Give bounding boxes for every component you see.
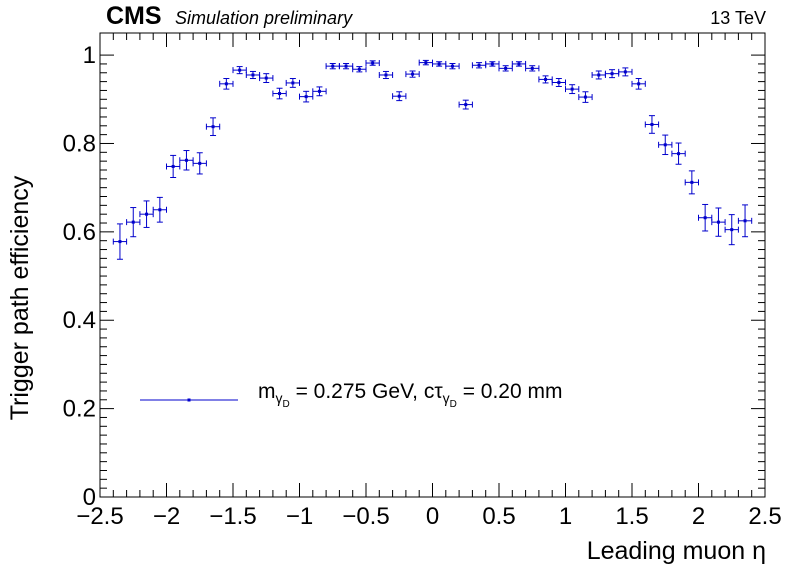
data-point (392, 91, 407, 102)
data-point (565, 84, 580, 95)
y-tick-label: 0.6 (63, 219, 96, 246)
legend-ctau-subsub: D (449, 398, 457, 410)
data-point (232, 66, 247, 75)
data-point (644, 115, 660, 134)
y-tick-label: 0.2 (63, 396, 96, 423)
data-point (711, 207, 726, 237)
x-tick-label: 1.5 (615, 503, 648, 530)
data-point (152, 196, 167, 223)
data-point (445, 62, 460, 70)
data-point (458, 99, 473, 110)
data-point (299, 90, 314, 103)
data-point (658, 134, 673, 156)
x-tick-label: 2.5 (748, 503, 781, 530)
data-point (418, 59, 433, 66)
y-tick-label: 0.4 (63, 307, 96, 334)
data-point (205, 117, 221, 137)
plot-frame (99, 32, 766, 498)
data-point (511, 60, 527, 67)
x-tick-label: −2 (153, 503, 180, 530)
legend-entry: mγD = 0.275 GeV, cτγD = 0.20 mm (258, 380, 563, 410)
legend-mass-sub: γ (275, 390, 283, 407)
data-point (604, 69, 620, 79)
data-point (285, 78, 300, 88)
data-point (737, 204, 753, 238)
legend-ctau-sub: γ (442, 390, 450, 407)
legend-mass-symbol: m (258, 380, 276, 403)
data-point (312, 86, 327, 97)
legend-mass-value: = 0.275 GeV, cτ (289, 380, 443, 403)
legend-dot (187, 398, 191, 402)
data-point (578, 91, 593, 103)
y-tick-label: 0.8 (63, 130, 96, 157)
x-tick-label: 1 (559, 503, 572, 530)
data-point (671, 142, 686, 165)
data-point (525, 65, 540, 72)
energy-label: 13 TeV (710, 8, 766, 28)
x-tick-label: 2 (692, 503, 705, 530)
data-point (724, 214, 739, 246)
x-axis-ticks: −2.5 −2 −1.5 −1 −0.5 0 0.5 1 1.5 2 2.5 (76, 33, 782, 530)
legend-ctau-value: = 0.20 mm (456, 380, 563, 403)
x-tick-label: 0.5 (482, 503, 515, 530)
data-series (112, 59, 753, 260)
data-point (219, 78, 234, 90)
data-point (365, 60, 380, 67)
data-point (338, 62, 354, 70)
experiment-label: CMS (106, 2, 162, 30)
data-point (698, 203, 713, 232)
data-point (591, 70, 606, 80)
data-point (378, 70, 394, 80)
y-axis-ticks: 0 0.2 0.4 0.6 0.8 1 (63, 42, 765, 511)
data-point (471, 62, 487, 69)
data-point (245, 70, 261, 80)
x-tick-label: −1.5 (209, 503, 256, 530)
data-point (432, 60, 447, 67)
legend-mass-subsub: D (282, 398, 290, 410)
x-tick-label: −1 (286, 503, 313, 530)
data-point (684, 170, 699, 195)
data-point (139, 200, 154, 228)
data-point (498, 65, 513, 72)
data-point (352, 66, 367, 73)
data-point (538, 75, 553, 84)
data-point (192, 152, 207, 175)
data-point (126, 207, 141, 238)
data-point (631, 78, 646, 90)
data-point (272, 87, 287, 100)
x-tick-label: −2.5 (76, 503, 123, 530)
data-point (179, 150, 194, 171)
data-point (618, 67, 633, 77)
status-label: Simulation preliminary (175, 8, 353, 28)
x-tick-label: −0.5 (342, 503, 389, 530)
y-tick-label: 0 (83, 484, 96, 511)
x-tick-label: 0 (426, 503, 439, 530)
data-point (325, 62, 340, 70)
y-axis-label: Trigger path efficiency (6, 175, 34, 421)
data-point (485, 60, 500, 67)
data-point (405, 70, 420, 78)
x-axis-label: Leading muon η (586, 537, 766, 565)
y-tick-label: 1 (83, 42, 96, 69)
data-point (551, 78, 566, 87)
legend-marker (140, 398, 238, 402)
data-point (112, 223, 128, 260)
data-point (166, 154, 181, 179)
data-point (259, 73, 274, 83)
